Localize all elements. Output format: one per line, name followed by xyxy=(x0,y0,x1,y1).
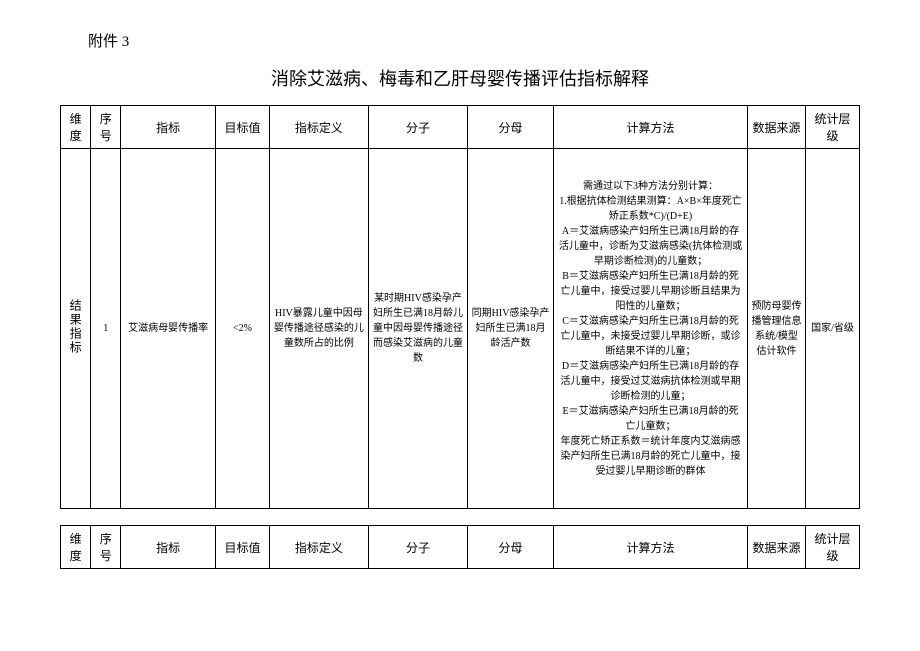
cell-definition: HIV暴露儿童中因母婴传播途径感染的儿童数所占的比例 xyxy=(269,149,368,509)
header-level: 统计层级 xyxy=(806,106,860,149)
cell-calc: 需通过以下3种方法分别计算： 1.根据抗体检测结果测算：A×B×年度死亡矫正系数… xyxy=(554,149,748,509)
cell-indicator: 艾滋病母婴传播率 xyxy=(121,149,216,509)
cell-numerator: 某时期HIV感染孕产妇所生已满18月龄儿童中因母婴传播途径而感染艾滋病的儿童数 xyxy=(368,149,467,509)
header-indicator: 指标 xyxy=(121,526,216,569)
header-dimension: 维度 xyxy=(61,106,91,149)
header-seq: 序号 xyxy=(91,106,121,149)
header-denominator: 分母 xyxy=(467,526,553,569)
header-definition: 指标定义 xyxy=(269,106,368,149)
header-calc: 计算方法 xyxy=(554,526,748,569)
header-level: 统计层级 xyxy=(806,526,860,569)
main-table: 维度 序号 指标 目标值 指标定义 分子 分母 计算方法 数据来源 统计层级 结… xyxy=(60,105,860,509)
header-source: 数据来源 xyxy=(747,526,805,569)
second-table: 维度 序号 指标 目标值 指标定义 分子 分母 计算方法 数据来源 统计层级 xyxy=(60,525,860,569)
header-denominator: 分母 xyxy=(467,106,553,149)
header-numerator: 分子 xyxy=(368,526,467,569)
header-definition: 指标定义 xyxy=(269,526,368,569)
cell-target: <2% xyxy=(216,149,270,509)
attachment-label: 附件 3 xyxy=(88,30,860,51)
cell-seq: 1 xyxy=(91,149,121,509)
table-header-row: 维度 序号 指标 目标值 指标定义 分子 分母 计算方法 数据来源 统计层级 xyxy=(61,106,860,149)
header-indicator: 指标 xyxy=(121,106,216,149)
table-header-row: 维度 序号 指标 目标值 指标定义 分子 分母 计算方法 数据来源 统计层级 xyxy=(61,526,860,569)
header-target: 目标值 xyxy=(216,106,270,149)
header-target: 目标值 xyxy=(216,526,270,569)
header-seq: 序号 xyxy=(91,526,121,569)
cell-dimension: 结果指标 xyxy=(61,149,91,509)
cell-denominator: 同期HIV感染孕产妇所生已满18月龄活产数 xyxy=(467,149,553,509)
header-numerator: 分子 xyxy=(368,106,467,149)
cell-level: 国家/省级 xyxy=(806,149,860,509)
header-dimension: 维度 xyxy=(61,526,91,569)
page-title: 消除艾滋病、梅毒和乙肝母婴传播评估指标解释 xyxy=(60,65,860,91)
header-calc: 计算方法 xyxy=(554,106,748,149)
cell-source: 预防母婴传播管理信息系统/模型估计软件 xyxy=(747,149,805,509)
table-row: 结果指标 1 艾滋病母婴传播率 <2% HIV暴露儿童中因母婴传播途径感染的儿童… xyxy=(61,149,860,509)
header-source: 数据来源 xyxy=(747,106,805,149)
